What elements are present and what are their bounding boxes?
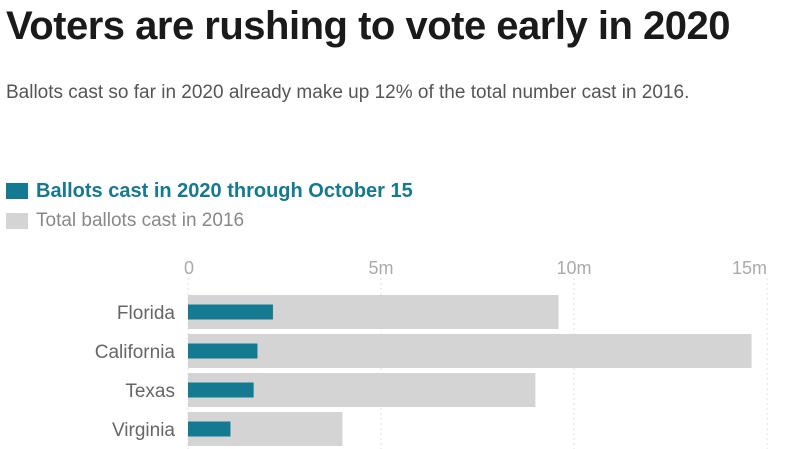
bar-2020-california	[188, 343, 258, 359]
bar-2016-california	[188, 334, 752, 368]
legend-swatch-2020	[6, 183, 28, 199]
x-tick-label: 10m	[556, 258, 591, 278]
y-category-label: Texas	[125, 381, 175, 402]
legend: Ballots cast in 2020 through October 15 …	[6, 176, 413, 236]
bar-2020-florida	[188, 304, 273, 320]
legend-swatch-2016	[6, 213, 28, 229]
y-category-label: California	[95, 342, 176, 363]
legend-item-2016: Total ballots cast in 2016	[6, 206, 413, 236]
bar-chart: 0 5m 10m 15m Florida California Texas Virginia	[95, 258, 768, 449]
y-category-label: Virginia	[112, 420, 175, 441]
legend-item-2020: Ballots cast in 2020 through October 15	[6, 176, 413, 206]
legend-label-2020: Ballots cast in 2020 through October 15	[36, 179, 413, 202]
chart-title: Voters are rushing to vote early in 2020	[6, 4, 730, 48]
legend-label-2016: Total ballots cast in 2016	[36, 210, 245, 231]
x-tick-label: 5m	[368, 258, 393, 278]
x-tick-label: 15m	[732, 258, 767, 278]
x-tick-label: 0	[184, 258, 194, 278]
y-category-label: Florida	[117, 303, 176, 324]
bar-2020-virginia	[188, 421, 231, 437]
bar-2020-texas	[188, 382, 254, 398]
chart-subtitle: Ballots cast so far in 2020 already make…	[6, 82, 690, 103]
